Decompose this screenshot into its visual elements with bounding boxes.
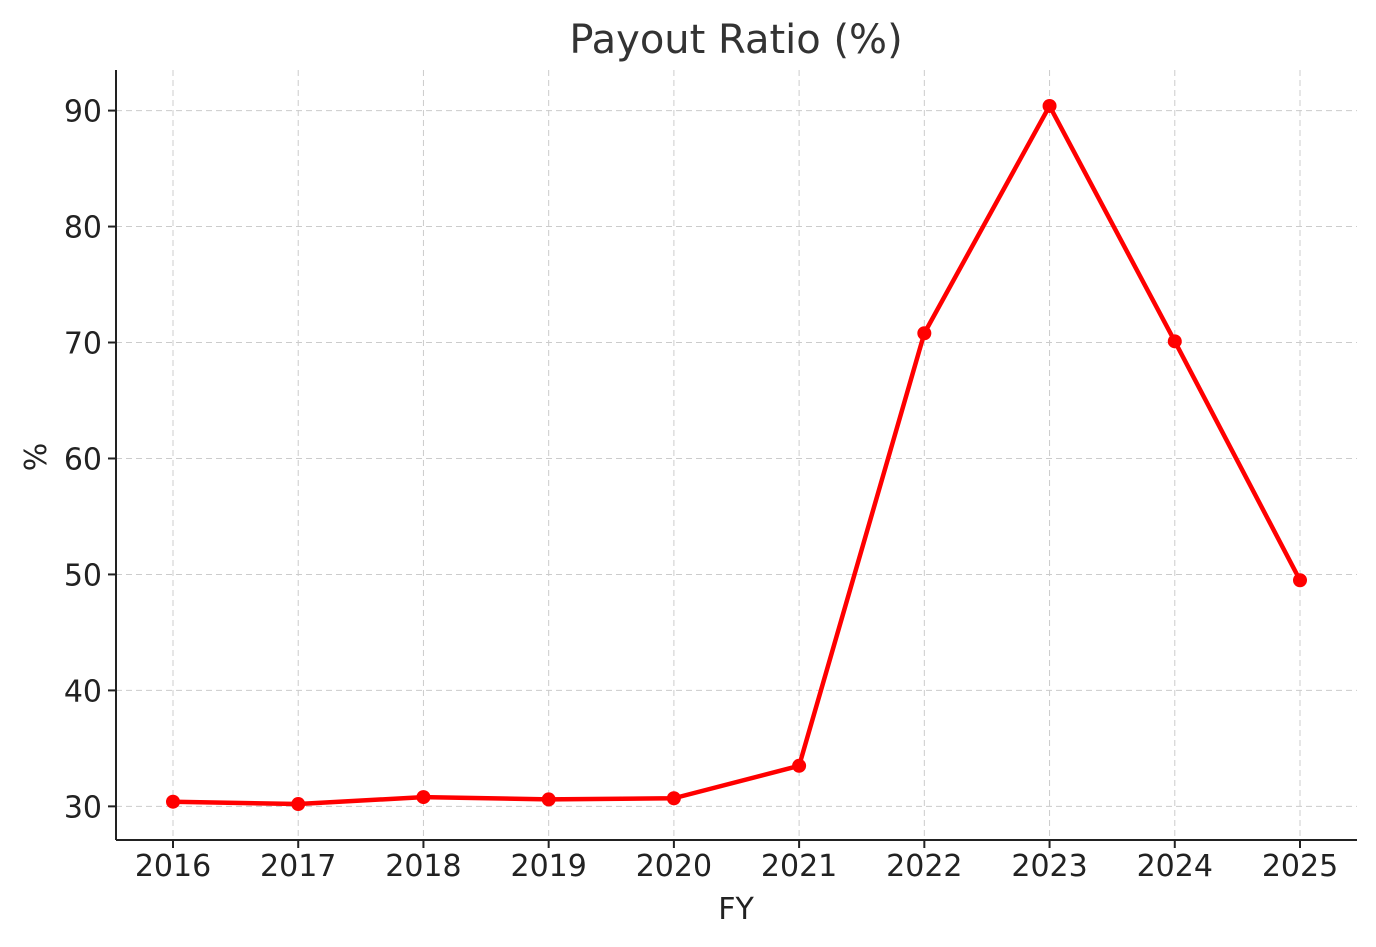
x-tick-label: 2018 [385, 849, 461, 884]
data-point [917, 326, 932, 341]
data-point [1167, 334, 1182, 349]
data-point [792, 758, 807, 773]
axes-spines [115, 70, 1357, 841]
data-point [291, 797, 306, 812]
grid-lines [116, 70, 1357, 840]
data-point [1293, 573, 1307, 588]
x-tick-label: 2025 [1262, 849, 1338, 884]
series-line [170, 103, 1303, 807]
data-point [416, 790, 431, 805]
y-tick-label: 70 [64, 327, 102, 362]
x-tick-label: 2019 [510, 849, 586, 884]
data-point [166, 794, 180, 809]
x-tick-label: 2016 [135, 849, 211, 884]
y-tick-label: 40 [64, 674, 102, 709]
x-tick-label: 2023 [1011, 849, 1087, 884]
y-tick-label: 50 [64, 558, 102, 593]
y-tick-label: 60 [64, 442, 102, 477]
x-tick-label: 2020 [636, 849, 712, 884]
data-point [666, 791, 681, 806]
x-tick-label: 2017 [260, 849, 336, 884]
data-point [541, 792, 556, 807]
x-axis-label: FY [718, 892, 754, 927]
y-tick-label: 90 [64, 95, 102, 130]
series-layer [166, 98, 1307, 812]
x-tick-label: 2021 [761, 849, 837, 884]
x-tick-label: 2024 [1137, 849, 1213, 884]
data-point [1042, 98, 1057, 113]
y-axis-ticks: 30 40 50 60 70 80 90 [64, 95, 116, 825]
x-axis-ticks: 2016 2017 2018 2019 2020 2021 2022 2023 2024 2025 [135, 840, 1338, 884]
chart-title: Payout Ratio (%) [569, 17, 902, 63]
x-tick-label: 2022 [886, 849, 962, 884]
y-axis-label: % [19, 443, 54, 472]
y-tick-label: 30 [64, 790, 102, 825]
y-tick-label: 80 [64, 211, 102, 246]
